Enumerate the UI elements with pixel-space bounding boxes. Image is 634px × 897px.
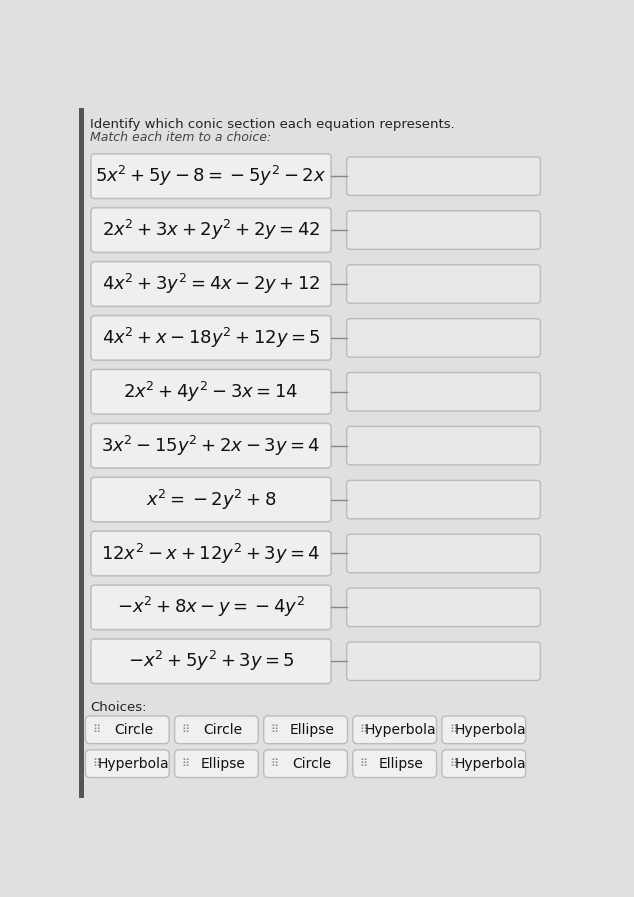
Text: $4x^2+x-18y^2+12y=5$: $4x^2+x-18y^2+12y=5$ [101,326,320,350]
Text: ⠿: ⠿ [181,725,190,735]
Text: ⠿: ⠿ [360,759,368,769]
Text: Ellipse: Ellipse [289,723,334,736]
Text: $2x^2+3x+2y^2+2y=42$: $2x^2+3x+2y^2+2y=42$ [101,218,320,242]
Text: Circle: Circle [292,757,332,771]
FancyBboxPatch shape [353,716,437,744]
FancyBboxPatch shape [347,535,540,572]
FancyBboxPatch shape [86,750,169,778]
FancyBboxPatch shape [91,585,331,630]
Text: ⠿: ⠿ [271,759,279,769]
FancyBboxPatch shape [264,716,347,744]
FancyBboxPatch shape [91,639,331,684]
FancyBboxPatch shape [347,157,540,196]
FancyBboxPatch shape [79,108,84,798]
Text: $5x^2+5y-8=-5y^2-2x$: $5x^2+5y-8=-5y^2-2x$ [96,164,327,188]
FancyBboxPatch shape [264,750,347,778]
Text: Hyperbola: Hyperbola [454,757,526,771]
FancyBboxPatch shape [91,423,331,468]
FancyBboxPatch shape [347,265,540,303]
FancyBboxPatch shape [347,480,540,518]
Text: $x^2=-2y^2+8$: $x^2=-2y^2+8$ [146,488,276,511]
Text: Hyperbola: Hyperbola [365,723,437,736]
Text: Circle: Circle [203,723,242,736]
FancyBboxPatch shape [347,211,540,249]
FancyBboxPatch shape [347,588,540,627]
FancyBboxPatch shape [347,372,540,411]
Text: Match each item to a choice:: Match each item to a choice: [90,131,271,144]
FancyBboxPatch shape [353,750,437,778]
Text: Circle: Circle [114,723,153,736]
Text: Hyperbola: Hyperbola [98,757,169,771]
Text: $-x^2+8x-y=-4y^2$: $-x^2+8x-y=-4y^2$ [117,596,305,620]
FancyBboxPatch shape [347,642,540,681]
FancyBboxPatch shape [91,531,331,576]
FancyBboxPatch shape [91,262,331,306]
FancyBboxPatch shape [91,370,331,414]
FancyBboxPatch shape [347,318,540,357]
Text: ⠿: ⠿ [449,725,457,735]
Text: $-x^2+5y^2+3y=5$: $-x^2+5y^2+3y=5$ [127,649,294,674]
Text: ⠿: ⠿ [449,759,457,769]
Text: $12x^2-x+12y^2+3y=4$: $12x^2-x+12y^2+3y=4$ [101,542,321,565]
Text: ⠿: ⠿ [181,759,190,769]
FancyBboxPatch shape [91,154,331,198]
FancyBboxPatch shape [442,750,526,778]
FancyBboxPatch shape [442,716,526,744]
Text: Choices:: Choices: [90,701,146,713]
Text: ⠿: ⠿ [271,725,279,735]
FancyBboxPatch shape [347,426,540,465]
Text: Identify which conic section each equation represents.: Identify which conic section each equati… [90,118,455,131]
FancyBboxPatch shape [91,208,331,252]
FancyBboxPatch shape [174,750,258,778]
Text: ⠿: ⠿ [93,725,101,735]
Text: $2x^2+4y^2-3x=14$: $2x^2+4y^2-3x=14$ [124,379,299,404]
Text: Ellipse: Ellipse [200,757,245,771]
Text: ⠿: ⠿ [93,759,101,769]
Text: Ellipse: Ellipse [378,757,424,771]
FancyBboxPatch shape [91,477,331,522]
FancyBboxPatch shape [174,716,258,744]
Text: $3x^2-15y^2+2x-3y=4$: $3x^2-15y^2+2x-3y=4$ [101,433,321,457]
FancyBboxPatch shape [86,716,169,744]
FancyBboxPatch shape [91,316,331,361]
Text: $4x^2+3y^2=4x-2y+12$: $4x^2+3y^2=4x-2y+12$ [101,272,320,296]
Text: ⠿: ⠿ [360,725,368,735]
Text: Hyperbola: Hyperbola [454,723,526,736]
